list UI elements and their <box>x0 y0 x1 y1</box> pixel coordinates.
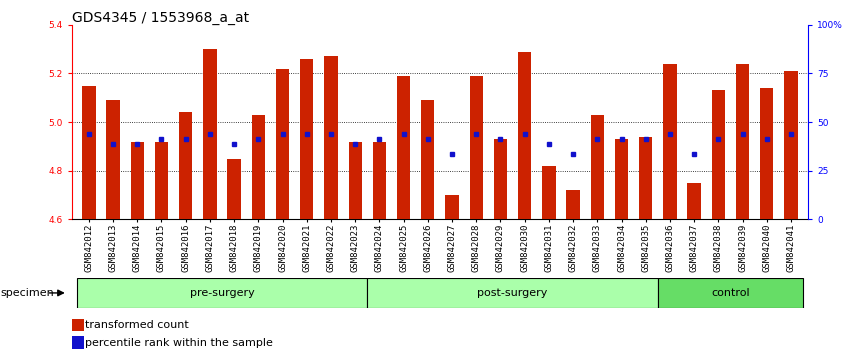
Bar <box>251 115 265 219</box>
Bar <box>784 71 798 219</box>
Text: control: control <box>711 288 750 298</box>
Text: transformed count: transformed count <box>85 320 189 330</box>
Bar <box>663 64 677 219</box>
Bar <box>445 195 459 219</box>
Text: percentile rank within the sample: percentile rank within the sample <box>85 338 273 348</box>
Bar <box>518 52 531 219</box>
Bar <box>711 91 725 219</box>
Bar <box>107 100 120 219</box>
Bar <box>155 142 168 219</box>
Bar <box>77 278 367 308</box>
Text: pre-surgery: pre-surgery <box>190 288 255 298</box>
Bar <box>736 64 750 219</box>
Text: post-surgery: post-surgery <box>477 288 547 298</box>
Bar <box>367 278 658 308</box>
Bar <box>639 137 652 219</box>
Bar <box>421 100 435 219</box>
Bar <box>228 159 241 219</box>
Bar <box>179 113 192 219</box>
Bar <box>542 166 556 219</box>
Bar <box>760 88 773 219</box>
Bar <box>276 69 289 219</box>
Bar <box>615 139 629 219</box>
Bar <box>203 49 217 219</box>
Bar <box>494 139 507 219</box>
Bar <box>373 142 386 219</box>
Bar <box>397 76 410 219</box>
Bar <box>72 319 84 331</box>
Bar <box>82 86 96 219</box>
Bar <box>349 142 362 219</box>
Bar <box>688 183 700 219</box>
Bar <box>470 76 483 219</box>
Bar <box>567 190 580 219</box>
Text: specimen: specimen <box>1 288 55 298</box>
Bar <box>658 278 803 308</box>
Bar <box>591 115 604 219</box>
Bar <box>130 142 144 219</box>
Text: GDS4345 / 1553968_a_at: GDS4345 / 1553968_a_at <box>72 11 249 25</box>
Bar <box>72 336 84 349</box>
Bar <box>324 56 338 219</box>
Bar <box>300 59 313 219</box>
